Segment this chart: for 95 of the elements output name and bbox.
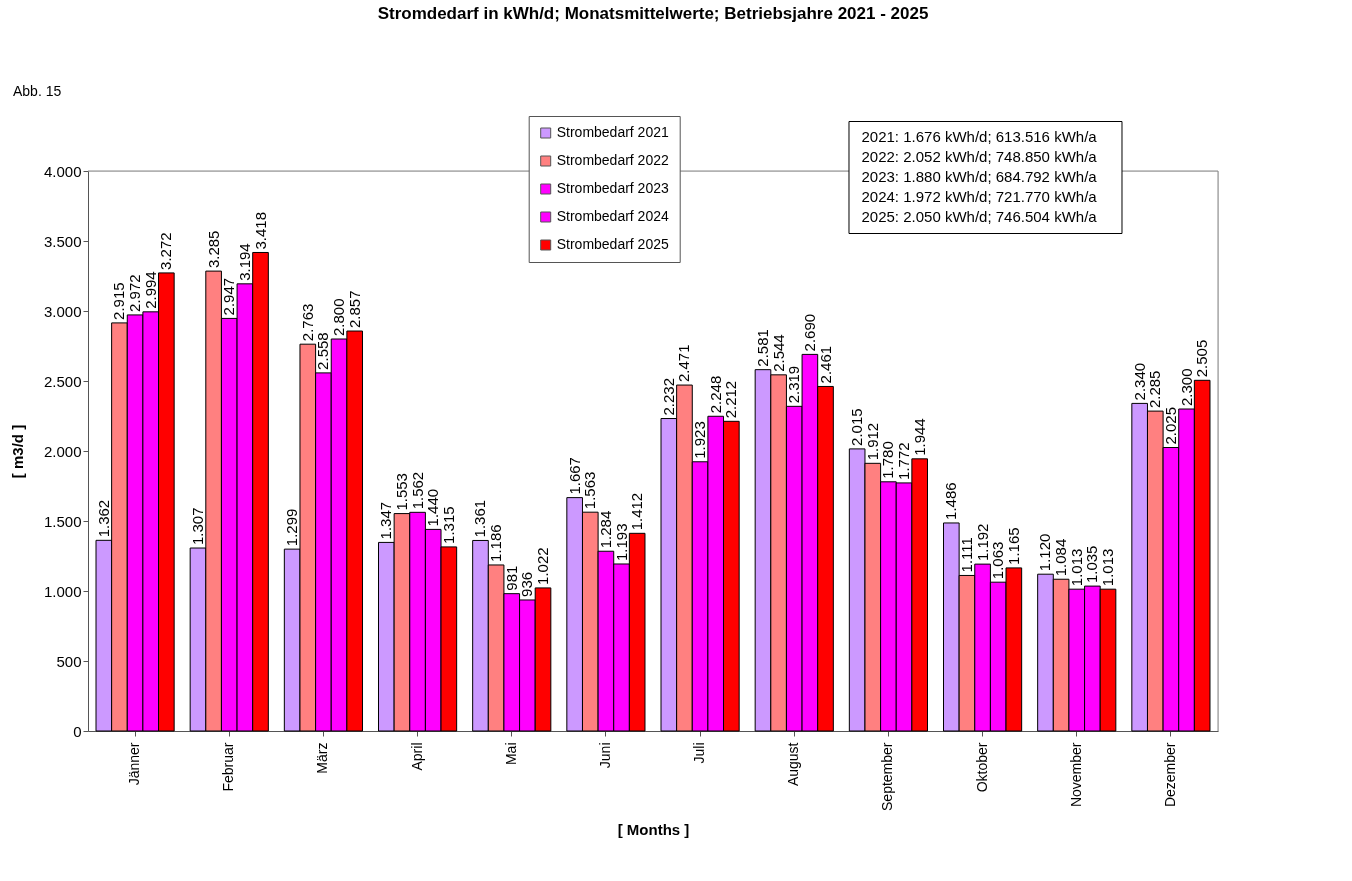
data-label: 1.362 — [94, 499, 112, 538]
data-label: 2.505 — [1193, 339, 1211, 378]
data-label: 1.562 — [408, 471, 426, 510]
data-label: 1.186 — [487, 524, 505, 562]
data-label: 1.193 — [612, 523, 630, 561]
annotation: 2024: 1.972 kWh/d; 721.770 kWh/a — [861, 187, 1098, 205]
data-label: 1.299 — [283, 508, 301, 547]
data-label: 1.923 — [691, 421, 709, 459]
data-label: 3.194 — [235, 243, 253, 281]
y-tick-label: 2.500 — [43, 372, 82, 390]
x-tick-label: August — [785, 742, 802, 787]
data-label: 2.471 — [675, 344, 693, 383]
data-label: 3.418 — [251, 211, 269, 250]
legend-label: Strombedarf 2022 — [556, 152, 669, 168]
y-tick-label: 500 — [56, 652, 82, 670]
data-label: 2.340 — [1130, 362, 1148, 401]
data-label: 1.192 — [973, 523, 991, 562]
y-tick-label: 2.000 — [43, 442, 82, 460]
caption: Abb. 15 — [13, 83, 62, 99]
data-label: 1.361 — [471, 499, 489, 538]
data-label: 1.165 — [1004, 527, 1022, 565]
annotation: 2023: 1.880 kWh/d; 684.792 kWh/a — [861, 167, 1098, 185]
data-label: 2.915 — [110, 282, 128, 320]
x-tick-label: Juli — [691, 742, 708, 764]
data-label: 1.013 — [1099, 548, 1117, 587]
x-tick-label: November — [1067, 742, 1084, 808]
x-axis-title: [ Months ] — [617, 820, 690, 838]
annotation: 2025: 2.050 kWh/d; 746.504 kWh/a — [861, 207, 1098, 225]
y-tick-label: 1.500 — [43, 512, 82, 530]
data-label: 1.111 — [957, 537, 975, 573]
data-label: 1.307 — [188, 507, 206, 546]
data-label: 2.015 — [848, 408, 866, 446]
legend-label: Strombedarf 2021 — [556, 124, 669, 140]
data-label: 2.994 — [141, 271, 159, 309]
y-tick-label: 3.500 — [43, 232, 82, 250]
x-tick-label: Mai — [502, 742, 519, 766]
data-label: 2.300 — [1177, 368, 1195, 406]
x-tick-label: Februar — [220, 742, 237, 792]
data-label: 2.212 — [722, 380, 740, 419]
data-label: 1.022 — [534, 547, 552, 585]
data-label: 1.120 — [1036, 533, 1054, 572]
data-label: 2.857 — [345, 290, 363, 329]
data-label: 2.285 — [1146, 370, 1164, 409]
data-label: 2.248 — [706, 375, 724, 414]
text: 2021: 1.676 kWh/d; 613.516 kWh/a — [861, 127, 1098, 145]
x-tick-label: Oktober — [973, 742, 990, 793]
x-tick-label: September — [879, 742, 896, 811]
y-tick-label: 4.000 — [43, 162, 82, 180]
data-label: 1.780 — [879, 441, 897, 479]
data-label: 2.319 — [785, 365, 803, 404]
data-label: 1.440 — [424, 488, 442, 527]
legend-label: Strombedarf 2024 — [556, 208, 669, 224]
data-label: 3.285 — [204, 230, 222, 269]
data-label: 2.025 — [1161, 406, 1179, 445]
data-label: 1.667 — [565, 457, 583, 495]
y-tick-label: 1.000 — [43, 582, 82, 600]
chart-title: Stromdedarf in kWh/d; Monatsmittelwerte; Betriebsjahre 2021 - 2025 — [377, 4, 929, 23]
legend-label: Strombedarf 2023 — [556, 180, 669, 196]
data-label: 936 — [518, 571, 536, 597]
data-label: 1.035 — [1083, 545, 1101, 584]
data-label: 3.272 — [157, 232, 175, 270]
data-label: 1.347 — [377, 501, 395, 540]
data-label: 1.563 — [581, 471, 599, 510]
data-label: 2.947 — [220, 277, 238, 316]
data-label: 2.972 — [126, 274, 144, 312]
y-axis-title: [ m3/d ] — [8, 424, 26, 479]
y-tick-label: 0 — [73, 722, 82, 740]
data-label: 2.763 — [298, 303, 316, 342]
data-label: 2.232 — [659, 377, 677, 416]
data-label: 2.558 — [314, 332, 332, 370]
x-tick-label: Juni — [596, 742, 613, 769]
data-label: 2.461 — [816, 345, 834, 384]
data-label: 981 — [502, 565, 520, 591]
data-label: 1.315 — [439, 506, 457, 544]
x-tick-label: April — [408, 742, 425, 771]
x-tick-label: Dezember — [1161, 742, 1178, 808]
data-label: 2.690 — [800, 313, 818, 352]
text: 2022: 2.052 kWh/d; 748.850 kWh/a — [861, 147, 1098, 165]
data-label: 1.912 — [863, 422, 881, 461]
data-label: 1.553 — [392, 473, 410, 511]
legend-label: Strombedarf 2025 — [556, 236, 669, 252]
data-label: 2.800 — [330, 298, 348, 336]
data-label: 1.013 — [1067, 548, 1085, 587]
data-label: 1.944 — [910, 418, 928, 456]
data-label: 2.544 — [769, 334, 787, 372]
data-label: 1.412 — [628, 492, 646, 531]
data-label: 1.486 — [942, 482, 960, 520]
data-label: 1.772 — [895, 442, 913, 480]
data-label: 1.063 — [989, 541, 1007, 580]
y-tick-label: 3.000 — [43, 302, 82, 320]
x-tick-label: Jänner — [126, 742, 143, 786]
data-label: 1.284 — [596, 510, 614, 549]
x-tick-label: März — [314, 742, 331, 774]
data-label: 2.581 — [753, 329, 771, 367]
data-label: 1.084 — [1052, 538, 1070, 577]
